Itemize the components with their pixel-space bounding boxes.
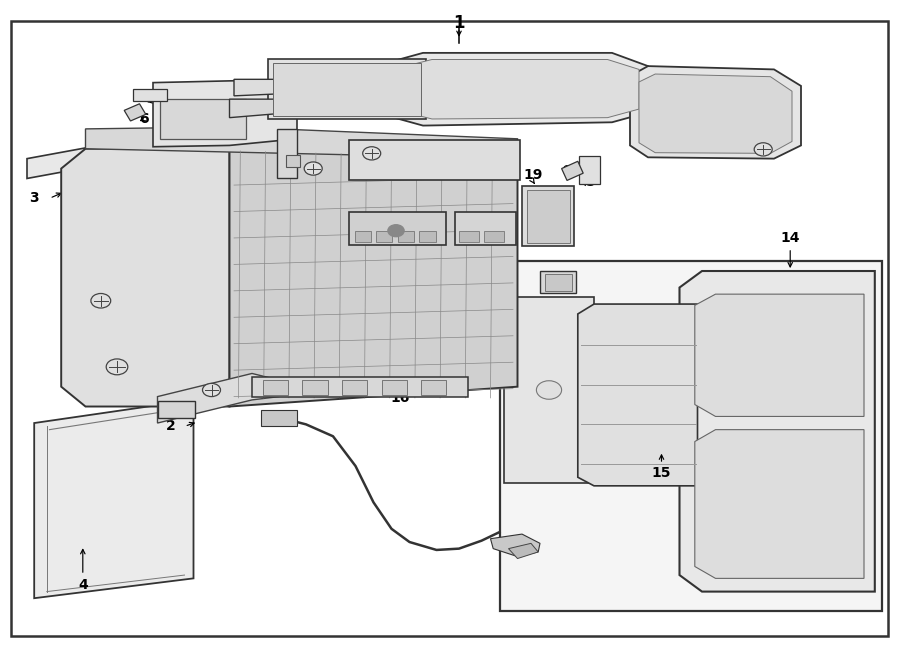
Circle shape (91, 293, 111, 308)
Polygon shape (639, 74, 792, 153)
Text: 19: 19 (523, 168, 543, 182)
Polygon shape (680, 271, 875, 592)
Polygon shape (230, 99, 277, 118)
Bar (277, 129, 297, 178)
Text: 17: 17 (368, 221, 388, 235)
Text: 12: 12 (496, 84, 516, 98)
Bar (500, 261, 882, 611)
Polygon shape (158, 373, 279, 423)
Text: 20: 20 (555, 282, 575, 297)
Text: 13: 13 (742, 114, 761, 129)
Text: 15: 15 (652, 465, 671, 480)
Bar (355, 231, 371, 242)
Bar (544, 274, 572, 291)
Text: 7: 7 (250, 105, 259, 120)
Text: 6: 6 (140, 112, 148, 126)
Polygon shape (504, 297, 594, 483)
Polygon shape (491, 534, 540, 557)
Bar (382, 380, 407, 395)
Polygon shape (630, 66, 801, 159)
Bar (419, 231, 436, 242)
Bar (522, 186, 574, 246)
Polygon shape (86, 127, 518, 159)
Bar (459, 231, 479, 242)
Polygon shape (153, 79, 297, 147)
Bar (421, 380, 446, 395)
Bar (158, 401, 195, 418)
Text: 10: 10 (314, 95, 334, 110)
Polygon shape (230, 149, 518, 407)
Polygon shape (562, 161, 583, 180)
Circle shape (754, 143, 772, 156)
Bar (540, 271, 576, 293)
Text: 8: 8 (272, 87, 281, 101)
Text: 4: 4 (78, 578, 87, 592)
Polygon shape (695, 430, 864, 578)
Bar (349, 212, 446, 245)
Polygon shape (124, 104, 146, 121)
Bar (342, 380, 367, 395)
Bar (160, 99, 246, 139)
Text: 3: 3 (30, 191, 39, 206)
Text: 9: 9 (429, 171, 438, 186)
Polygon shape (508, 543, 538, 559)
Text: 2: 2 (166, 419, 176, 434)
Bar (526, 190, 570, 243)
Polygon shape (27, 132, 171, 178)
Polygon shape (234, 79, 279, 96)
Circle shape (388, 225, 404, 237)
Polygon shape (578, 304, 698, 486)
Text: 5: 5 (156, 92, 165, 106)
Polygon shape (400, 59, 639, 119)
Circle shape (304, 162, 322, 175)
Bar (261, 410, 297, 426)
Text: 1: 1 (454, 14, 464, 32)
Circle shape (536, 381, 562, 399)
Text: 5: 5 (586, 175, 595, 190)
Bar (349, 140, 520, 180)
Bar (454, 212, 516, 245)
Circle shape (363, 147, 381, 160)
Bar (302, 380, 328, 395)
Bar (484, 231, 504, 242)
Text: 16: 16 (391, 391, 410, 405)
Text: 18: 18 (470, 211, 490, 225)
Bar (398, 231, 414, 242)
Bar (376, 231, 392, 242)
Polygon shape (34, 400, 193, 598)
Bar (268, 59, 426, 119)
Polygon shape (61, 149, 230, 407)
Bar (133, 89, 167, 101)
Bar (252, 377, 468, 397)
Text: 11: 11 (266, 167, 286, 181)
Bar (263, 380, 288, 395)
Polygon shape (387, 53, 648, 126)
Bar (579, 156, 600, 184)
Circle shape (106, 359, 128, 375)
Bar (273, 63, 421, 116)
Text: 14: 14 (780, 231, 800, 245)
Circle shape (202, 383, 220, 397)
Bar (286, 155, 300, 167)
Polygon shape (695, 294, 864, 416)
Text: 6: 6 (562, 163, 571, 178)
